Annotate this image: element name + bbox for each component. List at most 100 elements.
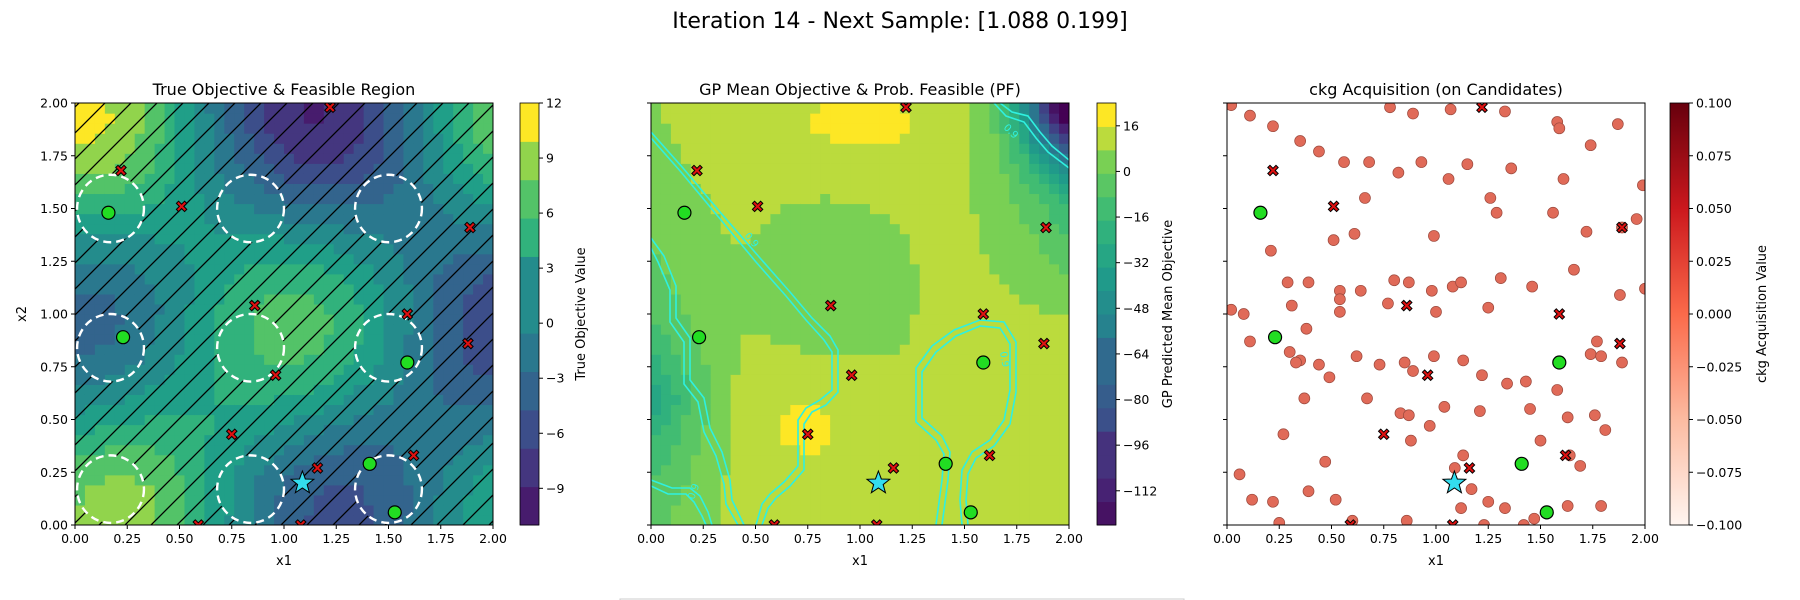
gp-mean-cell xyxy=(690,434,702,446)
gp-mean-cell xyxy=(760,324,772,335)
gp-mean-cell xyxy=(830,464,841,476)
gp-mean-cell xyxy=(651,123,662,134)
gp-mean-cell xyxy=(909,113,921,124)
gp-mean-cell xyxy=(969,243,981,255)
gp-mean-cell xyxy=(1049,394,1060,406)
gp-mean-cell xyxy=(939,374,951,385)
gp-mean-cell xyxy=(800,203,811,215)
gp-mean-cell xyxy=(1019,454,1030,466)
gp-mean-cell xyxy=(1039,133,1050,144)
gp-mean-cell xyxy=(889,374,901,385)
gp-mean-cell xyxy=(651,213,662,225)
x-tick-label: 0.75 xyxy=(218,531,246,546)
gp-mean-cell xyxy=(969,233,981,245)
gp-mean-cell xyxy=(1059,354,1069,365)
gp-mean-cell xyxy=(1039,374,1050,385)
colorbar-tick-label: −32 xyxy=(1123,255,1149,270)
infeasible-point xyxy=(1267,164,1279,177)
gp-mean-cell xyxy=(840,504,851,516)
gp-mean-cell xyxy=(680,273,692,285)
gp-mean-cell xyxy=(1029,504,1040,516)
gp-mean-cell xyxy=(889,233,901,245)
colorbar-band xyxy=(1097,407,1116,432)
gp-mean-cell xyxy=(919,374,931,385)
feasible-point xyxy=(387,505,402,520)
gp-mean-cell xyxy=(710,354,722,365)
feasible-region-6 xyxy=(353,312,424,383)
gp-mean-cell xyxy=(1049,334,1060,345)
gp-mean-cell xyxy=(850,334,861,345)
gp-mean-cell xyxy=(810,354,821,365)
gp-mean-cell xyxy=(680,303,692,315)
gp-mean-cell xyxy=(959,414,971,426)
gp-mean-cell xyxy=(879,193,891,205)
gp-mean-cell xyxy=(949,314,961,325)
gp-mean-cell xyxy=(800,113,811,124)
gp-mean-cell xyxy=(820,414,831,426)
gp-mean-cell xyxy=(979,263,990,275)
gp-mean-cell xyxy=(660,434,672,446)
gp-mean-cell xyxy=(670,354,682,365)
gp-mean-cell xyxy=(660,494,672,506)
gp-mean-cell xyxy=(740,303,752,315)
gp-mean-cell xyxy=(780,334,791,345)
gp-mean-cell xyxy=(869,334,881,345)
gp-mean-cell xyxy=(889,474,901,486)
gp-mean-cell xyxy=(740,344,752,355)
gp-mean-cell xyxy=(790,223,801,235)
gp-mean-cell xyxy=(1029,263,1040,275)
gp-mean-cell xyxy=(830,314,841,325)
gp-mean-cell xyxy=(840,464,851,476)
gp-mean-cell xyxy=(1039,324,1050,335)
gp-mean-cell xyxy=(989,113,1000,124)
gp-mean-cell xyxy=(770,203,781,215)
gp-mean-cell xyxy=(690,123,702,134)
gp-mean-cell xyxy=(790,394,801,406)
candidate-point xyxy=(1298,392,1311,405)
gp-mean-cell xyxy=(889,334,901,345)
gp-mean-cell xyxy=(760,394,772,406)
gp-mean-cell xyxy=(959,474,971,486)
gp-mean-cell xyxy=(919,233,931,245)
gp-mean-cell xyxy=(780,514,791,525)
gp-mean-cell xyxy=(919,434,931,446)
gp-mean-cell xyxy=(919,213,931,225)
gp-mean-cell xyxy=(830,474,841,486)
gp-mean-cell xyxy=(979,344,990,355)
gp-mean-cell xyxy=(949,163,961,174)
gp-mean-cell xyxy=(651,273,662,285)
gp-mean-cell xyxy=(989,394,1000,406)
gp-mean-cell xyxy=(690,243,702,255)
gp-mean-cell xyxy=(651,484,662,496)
gp-mean-cell xyxy=(780,464,791,476)
gp-mean-cell xyxy=(830,293,841,305)
gp-mean-cell xyxy=(780,384,791,395)
candidate-point xyxy=(1430,306,1442,318)
gp-mean-cell xyxy=(929,384,941,395)
gp-mean-cell xyxy=(1019,273,1030,285)
gp-mean-cell xyxy=(1009,384,1020,395)
gp-mean-cell xyxy=(1059,444,1069,456)
gp-mean-cell xyxy=(919,103,931,114)
gp-mean-cell xyxy=(710,514,722,525)
gp-mean-cell xyxy=(730,384,742,395)
gp-mean-cell xyxy=(939,153,951,164)
gp-mean-cell xyxy=(869,504,881,516)
candidate-point xyxy=(1405,434,1417,447)
gp-mean-cell xyxy=(1009,344,1020,355)
gp-mean-cell xyxy=(840,153,851,164)
gp-mean-cell xyxy=(889,133,901,144)
gp-mean-cell xyxy=(800,193,811,205)
gp-mean-cell xyxy=(830,243,841,255)
gp-mean-cell xyxy=(989,384,1000,395)
gp-mean-cell xyxy=(840,233,851,245)
gp-mean-cell xyxy=(850,213,861,225)
gp-mean-cell xyxy=(1049,474,1060,486)
gp-mean-cell xyxy=(730,193,742,205)
gp-mean-cell xyxy=(850,143,861,154)
gp-mean-cell xyxy=(770,424,781,436)
gp-mean-cell xyxy=(790,133,801,144)
gp-mean-cell xyxy=(780,223,791,235)
gp-mean-cell xyxy=(760,253,772,265)
gp-mean-cell xyxy=(840,424,851,436)
